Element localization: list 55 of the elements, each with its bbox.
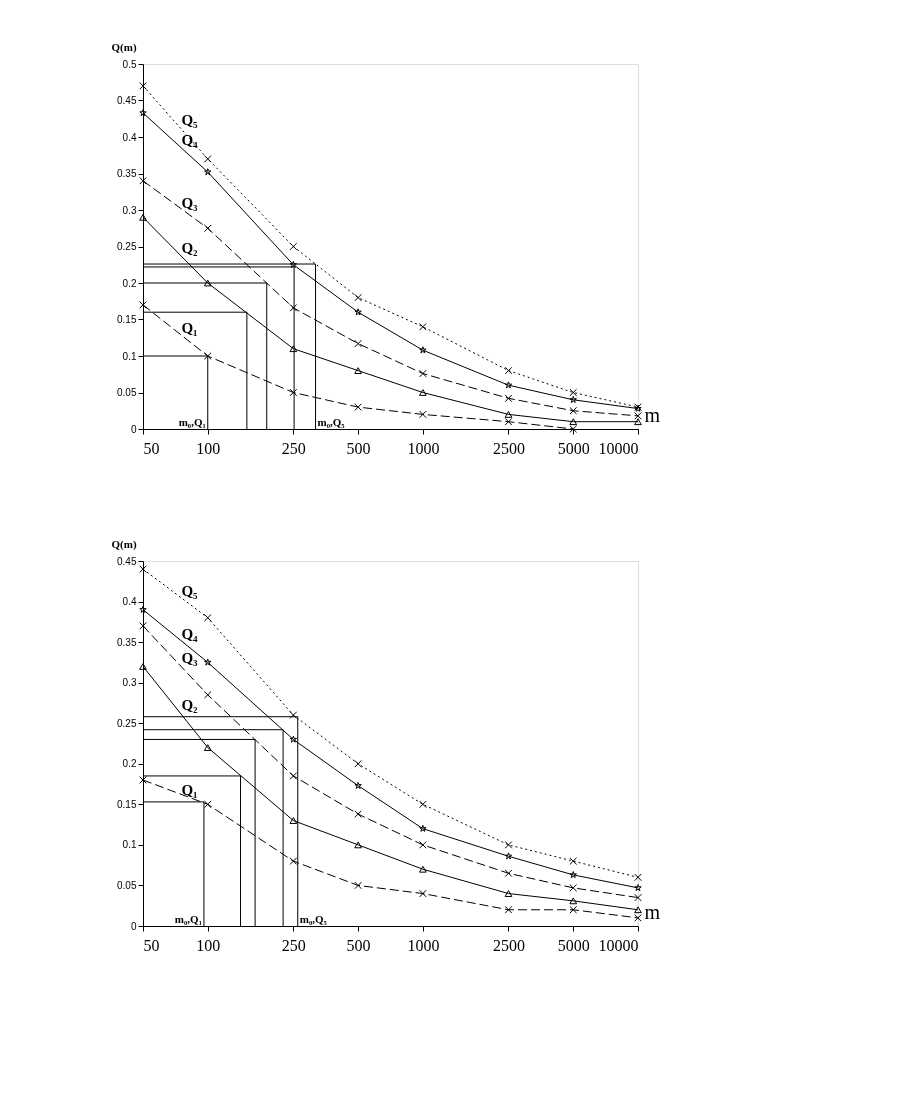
series-label: Q₅ bbox=[181, 112, 199, 129]
y-tick-label: 0.3 bbox=[122, 204, 137, 216]
x-axis-title: m bbox=[644, 900, 661, 923]
x-tick-label: 100 bbox=[196, 439, 221, 457]
y-tick-label: 0.5 bbox=[122, 58, 137, 70]
series-label: Q₁ bbox=[181, 320, 198, 337]
series-label: Q₄ bbox=[181, 132, 199, 149]
x-tick-label: 5000 bbox=[557, 936, 590, 954]
x-tick-label: 1000 bbox=[407, 936, 440, 954]
x-tick-label: 10000 bbox=[598, 439, 639, 457]
y-tick-label: 0.15 bbox=[117, 314, 137, 325]
y-tick-label: 0.05 bbox=[117, 879, 137, 891]
y-tick-label: 0.4 bbox=[122, 131, 137, 143]
series-label: Q₅ bbox=[181, 583, 199, 600]
series-label: Q₃ bbox=[181, 650, 199, 667]
y-tick-label: 0 bbox=[130, 423, 137, 435]
x-tick-label: 2500 bbox=[492, 439, 525, 457]
y-tick-label: 0.3 bbox=[122, 677, 137, 689]
x-tick-label: 50 bbox=[143, 439, 160, 457]
series-label: Q₁ bbox=[181, 782, 198, 799]
series-label: Q₂ bbox=[181, 240, 199, 257]
x-tick-label: 500 bbox=[346, 439, 371, 457]
series-label: Q₄ bbox=[181, 626, 199, 643]
y-tick-label: 0.2 bbox=[122, 277, 137, 289]
x-tick-label: 10000 bbox=[598, 936, 639, 954]
series-label: Q₃ bbox=[181, 194, 199, 211]
y-axis-title: Q(m) bbox=[111, 40, 137, 54]
y-tick-label: 0.05 bbox=[117, 387, 137, 398]
x-tick-label: 500 bbox=[346, 936, 371, 954]
annotation: m₀,Q₅ bbox=[299, 913, 328, 925]
y-tick-label: 0.45 bbox=[117, 555, 137, 567]
y-tick-label: 0.4 bbox=[122, 596, 137, 608]
x-tick-label: 100 bbox=[196, 936, 221, 954]
y-tick-label: 0.1 bbox=[122, 350, 137, 362]
x-axis-title: m bbox=[644, 403, 661, 426]
y-tick-label: 0.1 bbox=[122, 839, 137, 851]
x-tick-label: 250 bbox=[281, 936, 306, 954]
x-tick-label: 5000 bbox=[557, 439, 590, 457]
x-tick-label: 250 bbox=[281, 439, 306, 457]
y-tick-label: 0.35 bbox=[117, 636, 137, 648]
y-tick-label: 0.25 bbox=[117, 717, 137, 729]
y-tick-label: 0.15 bbox=[117, 798, 137, 810]
annotation: m₀,Q₅ bbox=[317, 416, 346, 428]
y-axis-title: Q(m) bbox=[111, 537, 137, 551]
y-tick-label: 0.25 bbox=[117, 241, 137, 252]
annotation: m₀,Q₁ bbox=[178, 416, 206, 428]
x-tick-label: 1000 bbox=[407, 439, 440, 457]
y-tick-label: 0.35 bbox=[117, 168, 137, 179]
y-tick-label: 0 bbox=[130, 920, 137, 932]
x-tick-label: 2500 bbox=[492, 936, 525, 954]
y-tick-label: 0.45 bbox=[117, 95, 137, 106]
series-label: Q₂ bbox=[181, 697, 199, 713]
annotation: m₀,Q₁ bbox=[174, 913, 202, 925]
y-tick-label: 0.2 bbox=[122, 758, 137, 770]
x-tick-label: 50 bbox=[143, 936, 160, 954]
